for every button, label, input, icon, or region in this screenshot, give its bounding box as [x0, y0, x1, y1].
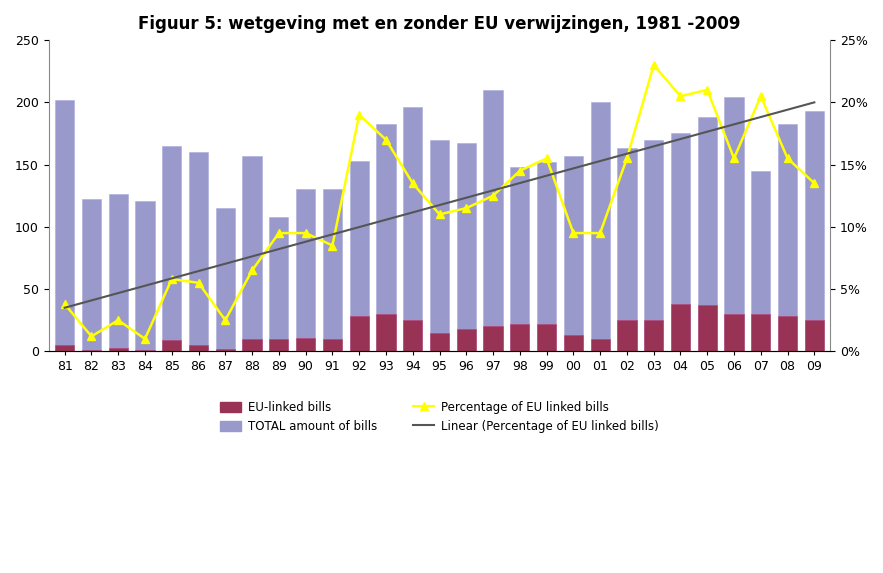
Bar [296, 190, 315, 351]
Bar [376, 124, 396, 351]
Bar [778, 316, 797, 351]
Bar [644, 140, 663, 351]
Bar [109, 194, 128, 351]
Bar [215, 349, 235, 351]
Bar [457, 143, 476, 351]
Bar [804, 111, 824, 351]
Bar [135, 350, 155, 351]
Bar [510, 324, 530, 351]
Bar [430, 140, 449, 351]
Bar [215, 208, 235, 351]
Legend: EU-linked bills, TOTAL amount of bills, Percentage of EU linked bills, Linear (P: EU-linked bills, TOTAL amount of bills, … [214, 395, 665, 439]
Bar [591, 339, 610, 351]
Bar [537, 324, 556, 351]
Bar [376, 314, 396, 351]
Bar [323, 339, 342, 351]
Bar [617, 148, 637, 351]
Bar [537, 162, 556, 351]
Bar [82, 199, 101, 351]
Bar [804, 320, 824, 351]
Bar [350, 316, 369, 351]
Bar [751, 171, 771, 351]
Bar [617, 320, 637, 351]
Bar [457, 329, 476, 351]
Bar [162, 146, 181, 351]
Bar [563, 335, 583, 351]
Bar [350, 161, 369, 351]
Bar [403, 107, 422, 351]
Bar [269, 217, 289, 351]
Bar [483, 90, 502, 351]
Bar [189, 345, 208, 351]
Bar [671, 134, 691, 351]
Bar [296, 337, 315, 351]
Bar [751, 314, 771, 351]
Bar [778, 124, 797, 351]
Bar [724, 97, 743, 351]
Bar [698, 117, 717, 351]
Bar [243, 156, 261, 351]
Bar [430, 333, 449, 351]
Bar [82, 350, 101, 351]
Bar [698, 305, 717, 351]
Bar [109, 348, 128, 351]
Bar [135, 201, 155, 351]
Bar [189, 152, 208, 351]
Bar [724, 314, 743, 351]
Bar [162, 340, 181, 351]
Bar [403, 320, 422, 351]
Bar [671, 304, 691, 351]
Title: Figuur 5: wetgeving met en zonder EU verwijzingen, 1981 -2009: Figuur 5: wetgeving met en zonder EU ver… [139, 15, 741, 33]
Bar [55, 100, 74, 351]
Bar [483, 327, 502, 351]
Bar [591, 103, 610, 351]
Bar [644, 320, 663, 351]
Bar [563, 156, 583, 351]
Bar [55, 345, 74, 351]
Bar [243, 339, 261, 351]
Bar [323, 190, 342, 351]
Bar [269, 339, 289, 351]
Bar [510, 167, 530, 351]
